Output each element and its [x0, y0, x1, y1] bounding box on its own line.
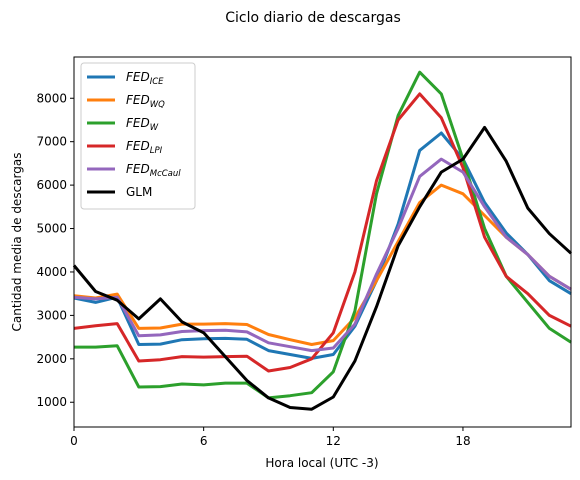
x-tick-label: 18 — [455, 434, 470, 448]
legend-label-subscript: LPI — [150, 146, 163, 156]
x-tick-label: 6 — [200, 434, 208, 448]
y-axis-label: Cantidad media de descargas — [10, 153, 24, 332]
y-axis: 1000 2000 3000 4000 5000 6000 7000 8000 — [36, 91, 74, 409]
x-tick-label: 12 — [326, 434, 341, 448]
series-line-glm — [72, 125, 573, 411]
legend-label-subscript: ICE — [150, 77, 164, 87]
legend-label-main: FED — [126, 116, 150, 130]
x-axis: 0 6 12 18 — [70, 427, 471, 448]
series-line-fed-mccaul — [73, 157, 572, 353]
legend-label: FEDW — [126, 116, 159, 133]
series-line-fed-wq — [73, 183, 572, 346]
y-tick-label: 2000 — [36, 352, 67, 366]
legend-label-subscript: WQ — [150, 100, 165, 110]
legend-label: FEDLPI — [126, 139, 163, 156]
x-axis-label: Hora local (UTC -3) — [265, 456, 378, 470]
y-tick-label: 4000 — [36, 265, 67, 279]
legend-label-main: GLM — [126, 185, 152, 199]
plot-lines — [72, 70, 573, 411]
legend-label-main: FED — [126, 93, 150, 107]
y-tick-label: 6000 — [36, 178, 67, 192]
legend-label: FEDMcCaul — [126, 162, 181, 179]
legend-label-main: FED — [126, 70, 150, 84]
legend-label: FEDWQ — [126, 93, 165, 110]
legend-label-main: FED — [126, 139, 150, 153]
series-line-fed-w — [74, 70, 572, 400]
series-line-fed-ice — [73, 131, 572, 360]
legend-label: FEDICE — [126, 70, 164, 87]
legend-label-subscript: McCaul — [150, 169, 182, 179]
legend-label: GLM — [126, 185, 152, 199]
y-tick-label: 7000 — [36, 135, 67, 149]
y-tick-label: 3000 — [36, 308, 67, 322]
chart-title: Ciclo diario de descargas — [225, 10, 401, 26]
x-tick-label: 0 — [70, 434, 78, 448]
plot-area-frame — [73, 56, 572, 428]
y-tick-label: 5000 — [36, 222, 67, 236]
series-line-fed-lpi — [73, 92, 572, 373]
legend-label-main: FED — [126, 162, 150, 176]
y-tick-label: 8000 — [36, 91, 67, 105]
legend-label-subscript: W — [150, 123, 159, 133]
y-tick-label: 1000 — [36, 395, 67, 409]
